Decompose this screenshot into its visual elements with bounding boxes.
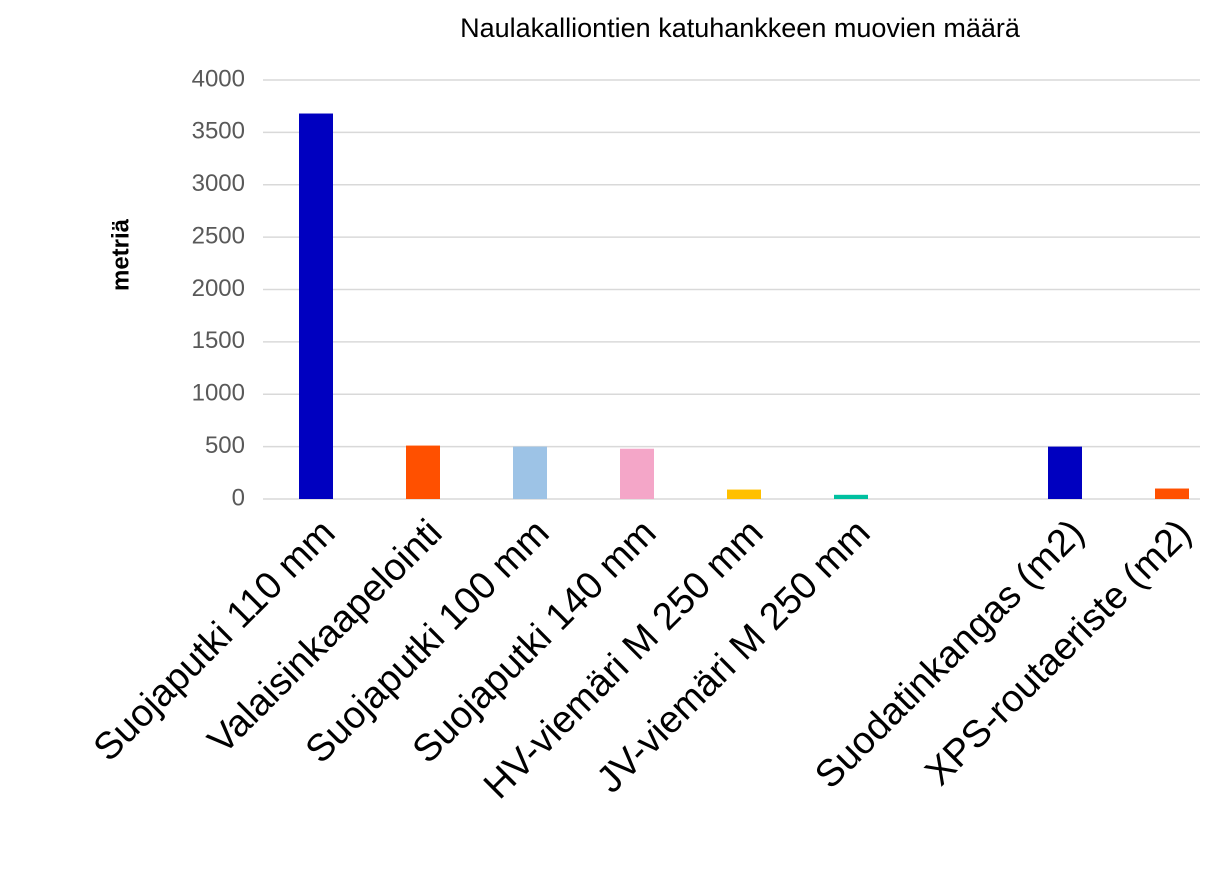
chart-title: Naulakalliontien katuhankkeen muovien mä… <box>460 13 1021 43</box>
bar <box>1155 488 1189 499</box>
y-tick-label: 3000 <box>192 170 245 197</box>
y-tick-label: 3500 <box>192 118 245 145</box>
y-tick-label: 4000 <box>192 65 245 92</box>
y-tick-label: 500 <box>205 432 245 459</box>
bar <box>1048 446 1082 499</box>
bar <box>406 445 440 499</box>
bar <box>834 494 868 499</box>
y-tick-label: 1000 <box>192 380 245 407</box>
y-tick-label: 2500 <box>192 222 245 249</box>
y-tick-label: 2000 <box>192 275 245 302</box>
bar <box>727 489 761 499</box>
bar <box>299 113 333 500</box>
y-tick-label: 1500 <box>192 327 245 354</box>
bar <box>620 448 654 499</box>
y-axis-label: metriä <box>107 218 134 291</box>
y-tick-label: 0 <box>232 484 245 511</box>
bar <box>513 446 547 499</box>
